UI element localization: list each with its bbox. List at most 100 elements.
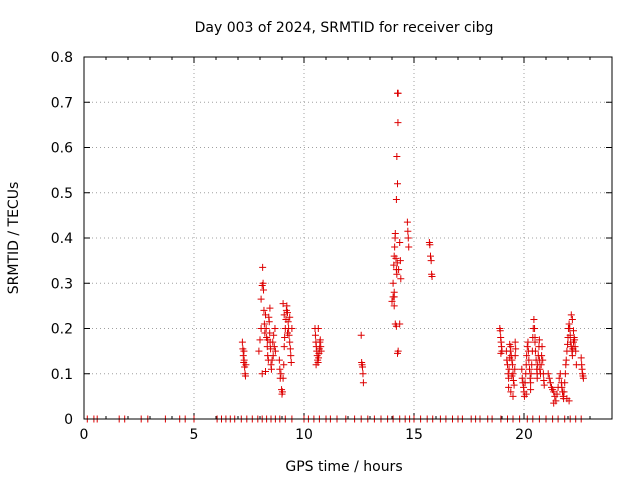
data-point <box>561 370 569 378</box>
data-point <box>269 352 277 360</box>
data-point <box>286 338 294 346</box>
data-point <box>535 336 543 344</box>
data-point <box>522 390 530 398</box>
data-point <box>280 343 288 351</box>
data-point <box>279 374 287 382</box>
data-point <box>528 361 536 369</box>
chart-title: Day 003 of 2024, SRMTID for receiver cib… <box>195 20 494 36</box>
data-point <box>271 347 279 355</box>
data-point <box>311 331 319 339</box>
data-point <box>280 311 288 319</box>
data-point <box>506 340 514 348</box>
data-point <box>539 356 547 364</box>
data-point <box>518 365 526 373</box>
data-point <box>523 352 531 360</box>
y-tick-label: 0.4 <box>51 231 73 247</box>
data-point <box>394 349 401 357</box>
data-point <box>359 370 367 378</box>
data-point <box>288 325 296 332</box>
data-point <box>565 320 573 328</box>
x-tick-label: 0 <box>80 427 89 443</box>
data-point <box>396 320 404 328</box>
x-tick-label: 15 <box>405 427 423 443</box>
data-point <box>255 347 263 355</box>
y-tick-label: 0.6 <box>51 141 73 157</box>
data-point <box>426 241 434 249</box>
data-point <box>531 325 539 332</box>
data-point <box>562 356 570 364</box>
data-point <box>267 365 275 373</box>
data-point <box>264 336 272 344</box>
data-point <box>405 243 413 251</box>
data-point <box>404 227 412 235</box>
data-point <box>389 279 397 287</box>
data-point <box>394 89 402 97</box>
data-point <box>396 239 404 247</box>
data-point <box>571 336 579 344</box>
data-point <box>287 352 295 360</box>
data-point <box>238 338 246 346</box>
data-point <box>240 347 248 355</box>
y-tick-label: 0.3 <box>51 276 73 292</box>
data-point <box>527 386 535 394</box>
data-point <box>566 325 574 332</box>
y-tick-label: 0 <box>64 412 73 428</box>
data-point <box>390 261 398 269</box>
data-point <box>256 336 264 344</box>
data-point <box>265 318 273 326</box>
data-point <box>316 336 324 344</box>
data-point <box>242 361 250 369</box>
data-point <box>561 379 569 387</box>
data-point <box>527 379 535 387</box>
data-point <box>540 381 548 389</box>
y-tick-label: 0.8 <box>51 50 73 66</box>
data-point <box>279 300 287 308</box>
data-point <box>577 354 585 362</box>
data-point <box>511 365 519 373</box>
data-point <box>538 343 546 351</box>
grid-lines <box>84 57 612 419</box>
data-point <box>538 352 546 360</box>
data-point <box>531 347 539 355</box>
x-tick-label: 10 <box>295 427 313 443</box>
data-point <box>267 345 275 353</box>
data-point <box>571 343 579 351</box>
data-point <box>390 302 398 310</box>
data-point <box>536 365 544 373</box>
y-axis-label: SRMTID / TECUs <box>6 182 22 295</box>
data-point <box>266 329 274 337</box>
data-point <box>512 345 520 353</box>
data-point <box>404 234 412 242</box>
data-points <box>83 89 587 423</box>
data-point <box>427 257 435 265</box>
data-point <box>518 374 526 382</box>
data-point <box>572 347 580 355</box>
data-point <box>427 252 434 260</box>
data-point <box>262 325 270 332</box>
data-point <box>268 356 276 364</box>
data-point <box>317 347 325 355</box>
data-point <box>312 361 320 369</box>
y-tick-label: 0.7 <box>51 95 73 111</box>
data-point <box>544 370 552 378</box>
data-point <box>579 374 587 382</box>
data-point <box>278 388 286 396</box>
data-point <box>497 349 505 357</box>
data-point <box>240 356 248 364</box>
data-point <box>566 331 574 339</box>
data-point <box>530 315 538 323</box>
data-point <box>287 358 295 366</box>
data-point <box>545 374 553 382</box>
data-point <box>560 388 568 396</box>
data-point <box>390 288 398 296</box>
data-point <box>546 379 554 387</box>
data-point <box>284 329 291 337</box>
data-point <box>537 361 545 369</box>
data-point <box>524 338 532 346</box>
data-point <box>388 297 396 305</box>
data-point <box>567 311 575 319</box>
data-point <box>257 295 265 303</box>
data-point <box>389 293 397 301</box>
data-point <box>284 318 292 326</box>
